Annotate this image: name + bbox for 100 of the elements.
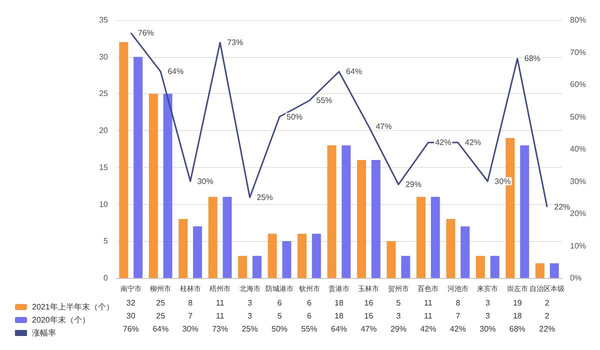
data-label: 47%	[360, 324, 377, 334]
data-label: 16	[364, 312, 374, 320]
text: 22%	[554, 202, 570, 212]
bar	[460, 226, 470, 278]
y-tick-label: 35	[99, 16, 109, 24]
y-tick-label: 10	[99, 200, 109, 209]
bar	[119, 42, 128, 278]
bar	[357, 160, 366, 278]
y-tick-label: 5	[104, 236, 109, 246]
text: 50%	[286, 112, 303, 122]
bar	[312, 234, 321, 278]
bar	[371, 160, 380, 278]
data-label: 2	[544, 298, 550, 308]
bar	[282, 241, 292, 278]
data-label: 30%	[480, 324, 496, 334]
data-label: 18	[512, 312, 522, 320]
data-label: 8	[188, 298, 194, 308]
bar	[550, 263, 559, 278]
data-label: 6	[277, 298, 282, 308]
data-label: 68%	[509, 324, 526, 334]
data-label: 50%	[272, 324, 288, 334]
bar	[148, 94, 158, 278]
bar	[446, 219, 456, 278]
data-label: 8	[456, 298, 461, 308]
data-label: 64%	[330, 324, 348, 334]
y-tick-label: 15	[99, 162, 109, 172]
y2-tick-label: 0%	[570, 274, 582, 282]
data-label: 25%	[242, 324, 258, 334]
y2-tick-label: 10%	[570, 241, 586, 250]
y2-tick-label: 60%	[570, 80, 586, 89]
bar	[490, 256, 500, 278]
data-label: 3	[396, 312, 402, 320]
data-label: 73%	[212, 324, 228, 334]
text: 30%	[494, 176, 511, 186]
data-label: 22%	[539, 324, 556, 334]
legend-label: 2021年上半年末（个）	[32, 302, 114, 312]
data-label: 11	[424, 312, 433, 320]
data-label: 3	[248, 298, 253, 308]
data-label: 6	[307, 312, 312, 320]
bar	[416, 196, 426, 278]
y2-tick-label: 20%	[570, 209, 586, 218]
bar	[134, 56, 143, 278]
bar	[520, 145, 530, 278]
bar	[342, 145, 351, 278]
bar	[298, 234, 307, 278]
y2-tick-label: 80%	[570, 16, 586, 24]
data-label: 3	[485, 298, 490, 308]
y-tick-label: 0	[104, 274, 109, 282]
bar	[193, 226, 202, 278]
data-label: 32	[126, 298, 136, 308]
data-label: 42%	[450, 324, 466, 334]
data-label: 30	[126, 312, 136, 320]
text: 68%	[524, 54, 540, 64]
bar	[178, 219, 188, 278]
data-label: 3	[248, 312, 253, 320]
data-label: 11	[424, 298, 433, 308]
data-label: 11	[216, 298, 225, 308]
text: 30%	[197, 176, 214, 186]
text: 42%	[435, 138, 452, 148]
data-label: 25	[156, 312, 166, 320]
data-label: 7	[188, 312, 194, 320]
bar	[535, 263, 544, 278]
bar	[238, 256, 248, 278]
text: 42%	[464, 138, 481, 148]
bar	[327, 145, 336, 278]
y-tick-label: 20	[99, 126, 109, 136]
data-label: 55%	[301, 324, 318, 334]
bar	[430, 196, 440, 278]
bar	[401, 256, 410, 278]
bar	[163, 94, 172, 278]
data-label: 11	[216, 312, 225, 320]
data-label: 18	[334, 298, 344, 308]
bar	[208, 196, 218, 278]
y2-tick-label: 70%	[570, 48, 586, 57]
text: 47%	[376, 122, 392, 131]
legend-label: 涨幅率	[32, 328, 56, 338]
y-tick-label: 30	[99, 52, 109, 62]
data-label: 18	[334, 312, 344, 320]
y2-tick-label: 40%	[570, 144, 586, 154]
text: 25%	[256, 192, 273, 202]
data-label: 3	[485, 312, 490, 320]
data-label: 5	[396, 298, 402, 308]
data-label: 5	[277, 312, 282, 320]
legend-label: 2020年末（个）	[32, 316, 90, 324]
bar	[386, 241, 396, 278]
data-label: 19	[512, 298, 522, 308]
bar	[222, 196, 232, 278]
data-label: 64%	[152, 324, 169, 334]
data-label: 42%	[420, 324, 436, 334]
bar	[252, 256, 262, 278]
y2-tick-label: 30%	[570, 176, 586, 186]
data-label: 6	[307, 298, 312, 308]
data-label: 30%	[182, 324, 198, 334]
text: 73%	[227, 38, 244, 48]
data-label: 16	[364, 298, 374, 308]
data-label: 7	[456, 312, 461, 320]
bar	[476, 256, 485, 278]
text: 29%	[405, 180, 422, 189]
text: 64%	[168, 67, 184, 76]
data-label: 29%	[390, 324, 406, 334]
